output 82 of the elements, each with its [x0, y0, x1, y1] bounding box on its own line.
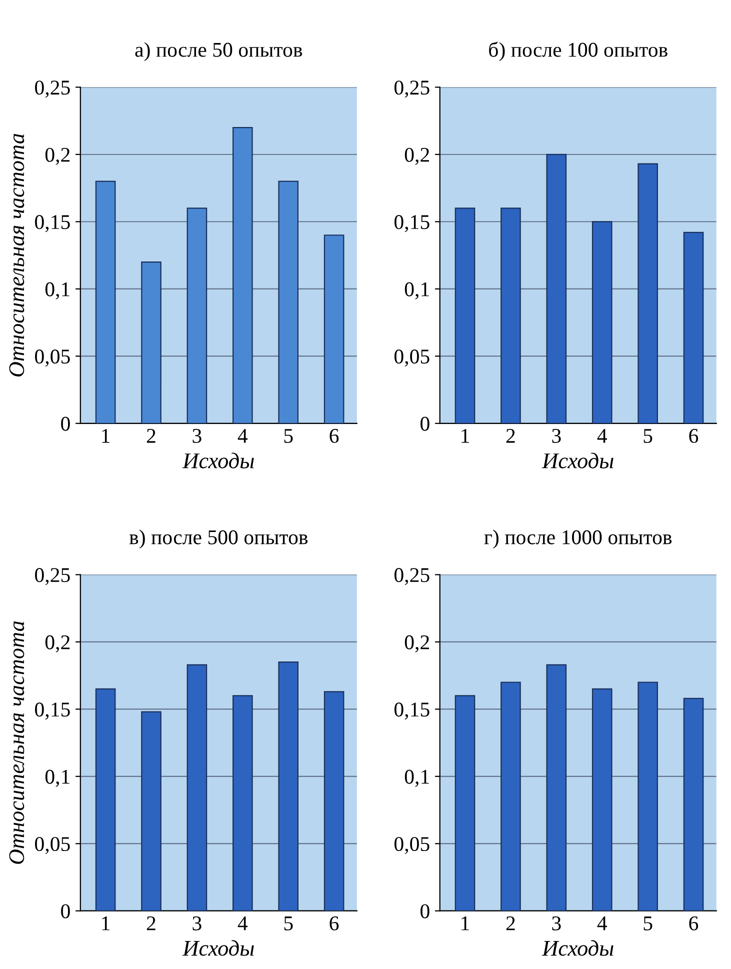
bar [95, 180, 116, 424]
x-tick-label: 5 [284, 916, 293, 930]
y-tick-label: 0,25 [35, 80, 70, 98]
x-tick-label: 3 [552, 916, 561, 930]
x-tick-label: 2 [506, 916, 515, 930]
y-axis-title: Относительная частота [9, 621, 24, 864]
y-tick-label: 0 [61, 904, 70, 918]
chart-title: г) после 1000 опытов [484, 530, 672, 549]
chart-title: в) после 500 опытов [129, 530, 308, 549]
bar [546, 154, 567, 424]
x-tick-label: 6 [689, 428, 698, 443]
bar [454, 208, 476, 424]
y-tick-label: 0 [420, 904, 430, 918]
bar [232, 695, 253, 911]
bar [324, 691, 344, 911]
x-tick-label: 5 [644, 429, 652, 443]
x-tick-label: 1 [462, 428, 469, 443]
x-axis-title: Исходы [182, 452, 254, 468]
chart-title: а) после 50 опытов [135, 42, 302, 62]
y-tick-label: 0,25 [394, 568, 430, 586]
y-tick-label: 0,05 [35, 350, 70, 367]
bar [278, 180, 299, 424]
x-tick-label: 4 [597, 428, 608, 443]
x-tick-label: 5 [284, 429, 293, 443]
bar [638, 682, 658, 911]
x-axis-title: Исходы [542, 452, 614, 468]
y-tick-label: 0,1 [404, 282, 429, 300]
y-tick-label: 0,05 [35, 836, 70, 854]
x-tick-label: 1 [462, 916, 469, 930]
chart-title: б) после 100 опытов [489, 42, 668, 62]
bar [592, 221, 612, 424]
bar [141, 261, 162, 424]
y-tick-label: 0,15 [394, 215, 430, 232]
y-tick-label: 0,2 [404, 635, 429, 652]
x-tick-label: 4 [597, 916, 608, 930]
x-tick-label: 5 [644, 916, 652, 930]
bar [141, 711, 162, 911]
bar [95, 688, 116, 911]
x-tick-label: 1 [102, 916, 110, 930]
x-tick-label: 2 [146, 916, 156, 930]
y-tick-label: 0,15 [35, 702, 70, 720]
bar [638, 163, 658, 424]
y-tick-label: 0,1 [404, 770, 429, 787]
bar [500, 682, 521, 911]
bar [324, 234, 344, 424]
x-tick-label: 3 [192, 428, 202, 443]
x-tick-label: 3 [192, 916, 202, 930]
bar [683, 232, 704, 424]
bar [546, 664, 567, 911]
y-tick-label: 0,2 [45, 148, 70, 165]
bar [500, 208, 521, 424]
y-tick-label: 0 [420, 416, 430, 431]
y-tick-label: 0,1 [45, 282, 70, 300]
x-tick-label: 3 [552, 428, 561, 443]
x-tick-label: 6 [330, 916, 339, 930]
y-tick-label: 0,2 [404, 148, 429, 165]
x-tick-label: 6 [330, 428, 339, 443]
y-tick-label: 0,15 [394, 702, 430, 720]
bar [186, 208, 208, 424]
bar [454, 695, 476, 911]
y-axis-title: Относительная частота [9, 134, 24, 376]
x-tick-label: 2 [146, 428, 156, 443]
x-tick-label: 4 [238, 428, 248, 443]
bar [232, 126, 253, 424]
bar [592, 688, 612, 911]
y-tick-label: 0,25 [394, 80, 430, 98]
x-axis-title: Исходы [542, 940, 614, 956]
y-tick-label: 0,15 [35, 215, 70, 232]
bar [186, 664, 208, 911]
y-tick-label: 0,05 [394, 350, 430, 367]
x-tick-label: 4 [238, 916, 248, 930]
x-tick-label: 6 [689, 916, 698, 930]
x-tick-label: 1 [102, 428, 110, 443]
y-tick-label: 0,2 [45, 635, 70, 652]
x-axis-title: Исходы [182, 940, 254, 956]
y-tick-label: 0,1 [45, 770, 70, 787]
x-tick-label: 2 [506, 428, 515, 443]
bar [683, 698, 704, 911]
y-tick-label: 0,25 [35, 568, 70, 586]
bar [278, 662, 299, 911]
y-tick-label: 0 [61, 416, 70, 431]
y-tick-label: 0,05 [394, 836, 430, 854]
